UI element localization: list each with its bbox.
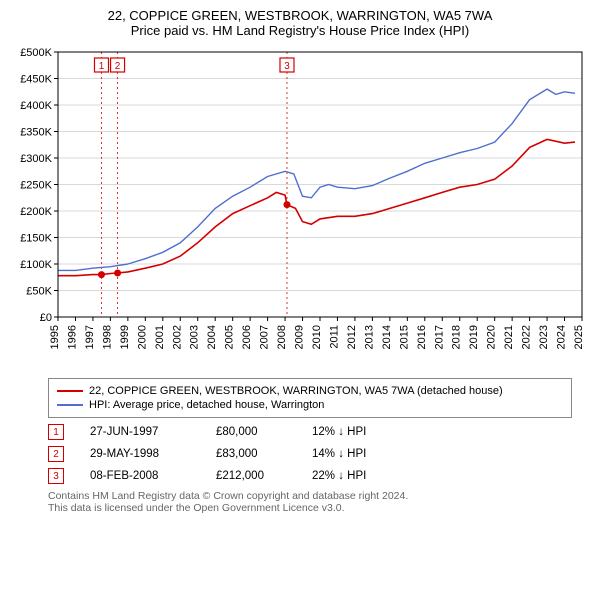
y-tick-label: £500K	[20, 47, 52, 59]
x-tick-label: 2020	[486, 325, 498, 349]
event-price: £80,000	[216, 426, 286, 438]
legend-label: HPI: Average price, detached house, Warr…	[89, 399, 324, 411]
x-tick-label: 2023	[538, 325, 550, 349]
legend-item: 22, COPPICE GREEN, WESTBROOK, WARRINGTON…	[57, 385, 563, 397]
x-tick-label: 2017	[433, 325, 445, 349]
footer-line2: This data is licensed under the Open Gov…	[48, 502, 572, 514]
event-marker-number: 2	[115, 61, 121, 72]
event-diff: 22% ↓ HPI	[312, 470, 402, 482]
x-tick-label: 2002	[171, 325, 183, 349]
event-point	[283, 201, 290, 208]
x-tick-label: 2015	[398, 325, 410, 349]
x-tick-label: 2010	[311, 325, 323, 349]
footer-note: Contains HM Land Registry data © Crown c…	[48, 490, 572, 514]
x-tick-label: 1995	[49, 325, 61, 349]
x-tick-label: 2024	[556, 325, 568, 349]
y-tick-label: £50K	[26, 286, 52, 298]
line-chart-svg: £0 £50K £100K £150K £200K £250K £300K £350K £400…	[8, 42, 592, 372]
footer-line1: Contains HM Land Registry data © Crown c…	[48, 490, 572, 502]
x-tick-label: 2003	[189, 325, 201, 349]
event-table: 1 27-JUN-1997 £80,000 12% ↓ HPI 2 29-MAY-1998…	[48, 424, 572, 484]
event-point	[98, 271, 105, 278]
x-tick-label: 2013	[363, 325, 375, 349]
event-date: 27-JUN-1997	[90, 426, 190, 438]
x-tick-label: 2012	[346, 325, 358, 349]
y-tick-label: £100K	[20, 259, 52, 271]
x-tick-label: 2018	[451, 325, 463, 349]
y-tick-label: £300K	[20, 153, 52, 165]
x-tick-label: 2019	[468, 325, 480, 349]
title-line1: 22, COPPICE GREEN, WESTBROOK, WARRINGTON…	[8, 8, 592, 23]
x-tick-label: 2005	[224, 325, 236, 349]
legend-label: 22, COPPICE GREEN, WESTBROOK, WARRINGTON…	[89, 385, 503, 397]
x-tick-label: 2016	[416, 325, 428, 349]
y-tick-label: £150K	[20, 233, 52, 245]
x-tick-label: 1997	[84, 325, 96, 349]
chart-area: £0 £50K £100K £150K £200K £250K £300K £350K £400…	[8, 42, 592, 372]
title-line2: Price paid vs. HM Land Registry's House …	[8, 23, 592, 38]
chart-title: 22, COPPICE GREEN, WESTBROOK, WARRINGTON…	[8, 8, 592, 38]
legend: 22, COPPICE GREEN, WESTBROOK, WARRINGTON…	[48, 378, 572, 418]
event-diff: 12% ↓ HPI	[312, 426, 402, 438]
legend-swatch	[57, 404, 83, 406]
event-row: 1 27-JUN-1997 £80,000 12% ↓ HPI	[48, 424, 572, 440]
x-tick-label: 2021	[503, 325, 515, 349]
x-tick-label: 1996	[66, 325, 78, 349]
legend-item: HPI: Average price, detached house, Warr…	[57, 399, 563, 411]
event-price: £212,000	[216, 470, 286, 482]
x-tick-label: 2004	[206, 325, 218, 349]
y-tick-label: £250K	[20, 180, 52, 192]
event-price: £83,000	[216, 448, 286, 460]
y-tick-label: £450K	[20, 74, 52, 86]
x-tick-label: 2022	[521, 325, 533, 349]
x-tick-label: 2011	[328, 325, 340, 349]
x-tick-label: 2001	[154, 325, 166, 349]
event-date: 08-FEB-2008	[90, 470, 190, 482]
event-marker-number: 1	[99, 61, 105, 72]
x-tick-label: 1999	[119, 325, 131, 349]
x-tick-label: 2025	[573, 325, 585, 349]
x-tick-label: 2000	[136, 325, 148, 349]
event-row-marker: 1	[48, 424, 64, 440]
y-tick-label: £0	[40, 312, 52, 324]
x-tick-label: 2008	[276, 325, 288, 349]
event-date: 29-MAY-1998	[90, 448, 190, 460]
x-tick-label: 2007	[259, 325, 271, 349]
event-marker-number: 3	[284, 61, 290, 72]
x-tick-label: 2009	[294, 325, 306, 349]
event-point	[114, 270, 121, 277]
x-tick-label: 1998	[101, 325, 113, 349]
x-tick-label: 2006	[241, 325, 253, 349]
event-row: 3 08-FEB-2008 £212,000 22% ↓ HPI	[48, 468, 572, 484]
y-tick-label: £350K	[20, 127, 52, 139]
event-row-marker: 3	[48, 468, 64, 484]
event-row: 2 29-MAY-1998 £83,000 14% ↓ HPI	[48, 446, 572, 462]
y-tick-label: £400K	[20, 100, 52, 112]
event-row-marker: 2	[48, 446, 64, 462]
y-tick-label: £200K	[20, 206, 52, 218]
legend-swatch	[57, 390, 83, 392]
event-diff: 14% ↓ HPI	[312, 448, 402, 460]
x-tick-label: 2014	[381, 325, 393, 349]
